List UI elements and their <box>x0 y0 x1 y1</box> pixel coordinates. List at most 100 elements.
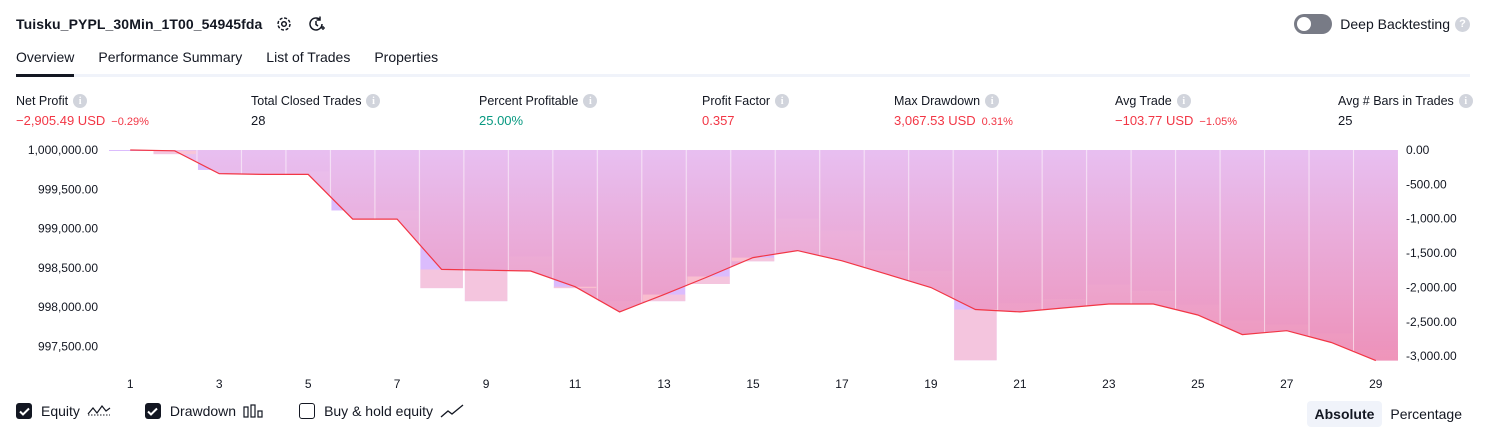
deep-backtesting-toggle[interactable] <box>1294 14 1333 34</box>
equity-line <box>130 149 1377 362</box>
x-tick-label: 23 <box>1102 377 1116 391</box>
info-icon[interactable]: i <box>73 94 88 108</box>
metric-avg-bars-in-trades: Avg # Bars in Trades i 25 <box>1338 94 1473 128</box>
drawdown-shade <box>464 270 508 302</box>
buy-hold-checkbox[interactable] <box>299 403 316 419</box>
y-left-tick-label: 999,500.00 <box>38 182 98 196</box>
metric-label: Percent Profitable <box>479 94 579 108</box>
drawdown-shade <box>954 309 997 361</box>
equity-drawdown-chart[interactable]: 1,000,000.00 999,500.00 999,000.00 998,500.… <box>0 140 1486 396</box>
x-tick-label: 13 <box>657 377 671 391</box>
x-tick-label: 19 <box>924 377 938 391</box>
info-icon[interactable]: i <box>1176 94 1191 108</box>
info-icon[interactable]: i <box>583 94 598 108</box>
metric-value: −2,905.49 USD <box>16 113 106 128</box>
legend-drawdown-label: Drawdown <box>169 403 237 419</box>
metric-value: 0.357 <box>702 113 735 128</box>
metric-max-drawdown: Max Drawdown i 3,067.53 USD 0.31% <box>894 94 1013 128</box>
deep-backtesting: Deep Backtesting ? <box>1294 12 1470 36</box>
y-right-tick-label: -3,000.00 <box>1406 349 1457 363</box>
metric-label: Net Profit <box>16 94 69 108</box>
metric-label: Avg Trade <box>1115 94 1172 108</box>
y-left-tick-label: 998,500.00 <box>38 261 98 275</box>
metrics-row: Net Profit i −2,905.49 USD −0.29% Total Cl… <box>0 94 1486 134</box>
drawdown-shade <box>420 269 463 289</box>
tab-performance-summary[interactable]: Performance Summary <box>98 49 243 65</box>
metric-total-closed-trades: Total Closed Trades i 28 <box>251 94 381 128</box>
y-right-tick-label: -500.00 <box>1406 177 1447 191</box>
metric-label: Total Closed Trades <box>251 94 362 108</box>
scale-mode-switch: Absolute Percentage <box>1306 401 1471 427</box>
x-tick-label: 7 <box>394 377 401 391</box>
info-icon[interactable]: i <box>775 94 790 108</box>
metric-label: Profit Factor <box>702 94 771 108</box>
legend-buy-hold-label: Buy & hold equity <box>324 403 434 419</box>
legend-equity[interactable]: Equity <box>16 403 111 419</box>
x-tick-label: 21 <box>1013 377 1027 391</box>
percentage-button[interactable]: Percentage <box>1390 406 1462 422</box>
metric-label: Avg # Bars in Trades <box>1338 94 1454 108</box>
info-icon[interactable]: i <box>1458 94 1473 108</box>
metric-percent: 0.31% <box>981 116 1013 128</box>
refresh-clock-icon[interactable] <box>306 14 326 34</box>
y-left-tick-label: 998,000.00 <box>38 300 98 314</box>
equity-checkbox[interactable] <box>16 403 32 419</box>
deep-backtesting-label: Deep Backtesting <box>1340 16 1450 32</box>
metric-percent-profitable: Percent Profitable i 25.00% <box>479 94 598 128</box>
legend-equity-label: Equity <box>41 403 80 419</box>
metric-value: −103.77 USD <box>1115 113 1194 128</box>
drawdown-checkbox[interactable] <box>144 403 161 419</box>
y-right-tick-label: 0.00 <box>1406 143 1430 157</box>
legend-drawdown[interactable]: Drawdown <box>144 403 265 419</box>
help-icon[interactable]: ? <box>1455 16 1470 32</box>
x-tick-label: 17 <box>835 377 849 391</box>
x-tick-label: 1 <box>127 377 134 391</box>
x-tick-label: 29 <box>1369 377 1383 391</box>
y-right-tick-label: -2,500.00 <box>1406 315 1457 329</box>
toggle-knob <box>1297 17 1312 31</box>
metric-value: 25.00% <box>479 113 524 128</box>
metric-percent: −0.29% <box>111 116 149 128</box>
metric-value: 25 <box>1338 113 1353 128</box>
drawdown-shade <box>153 150 196 155</box>
absolute-button[interactable]: Absolute <box>1306 401 1383 427</box>
x-tick-label: 27 <box>1280 377 1294 391</box>
tab-bar: Overview Performance Summary List of Tra… <box>16 44 1470 77</box>
tab-list-of-trades[interactable]: List of Trades <box>266 49 351 65</box>
drawdown-shade <box>553 286 597 289</box>
drawdown-shade <box>731 257 775 262</box>
equity-area <box>108 150 1398 361</box>
metric-label: Max Drawdown <box>894 94 981 108</box>
buy-hold-line-icon <box>440 404 464 418</box>
x-tick-label: 9 <box>483 377 490 391</box>
info-icon[interactable]: i <box>985 94 1000 108</box>
metric-percent: −1.05% <box>1199 116 1238 128</box>
drawdown-shade <box>642 294 686 302</box>
y-left-tick-label: 1,000,000.00 <box>28 143 98 157</box>
metric-value: 28 <box>251 113 266 128</box>
tab-overview[interactable]: Overview <box>16 44 75 77</box>
x-tick-label: 25 <box>1191 377 1205 391</box>
y-right-tick-label: -1,500.00 <box>1406 246 1457 260</box>
x-tick-label: 3 <box>216 377 223 391</box>
drawdown-bars-icon <box>243 404 265 418</box>
y-left-tick-label: 999,000.00 <box>38 222 98 236</box>
strategy-header: Tuisku_PYPL_30Min_1T00_54945fda <box>16 12 326 36</box>
metric-profit-factor: Profit Factor i 0.357 <box>702 94 790 128</box>
x-tick-label: 5 <box>305 377 312 391</box>
legend-buy-hold-equity[interactable]: Buy & hold equity <box>299 403 464 419</box>
tab-properties[interactable]: Properties <box>374 49 439 65</box>
info-icon[interactable]: i <box>366 94 381 108</box>
metric-avg-trade: Avg Trade i −103.77 USD −1.05% <box>1115 94 1237 128</box>
y-right-tick-label: -2,000.00 <box>1406 280 1457 294</box>
equity-line-icon <box>87 404 111 418</box>
metric-net-profit: Net Profit i −2,905.49 USD −0.29% <box>16 94 149 128</box>
x-tick-label: 15 <box>746 377 760 391</box>
gear-icon[interactable] <box>274 14 294 34</box>
drawdown-shade <box>687 276 730 284</box>
metric-value: 3,067.53 USD <box>894 113 976 128</box>
chart-legend: Equity Drawdown Buy & hold equity <box>16 403 498 419</box>
x-tick-label: 11 <box>569 377 582 391</box>
y-left-tick-label: 997,500.00 <box>38 339 98 353</box>
y-right-tick-label: -1,000.00 <box>1406 212 1457 226</box>
